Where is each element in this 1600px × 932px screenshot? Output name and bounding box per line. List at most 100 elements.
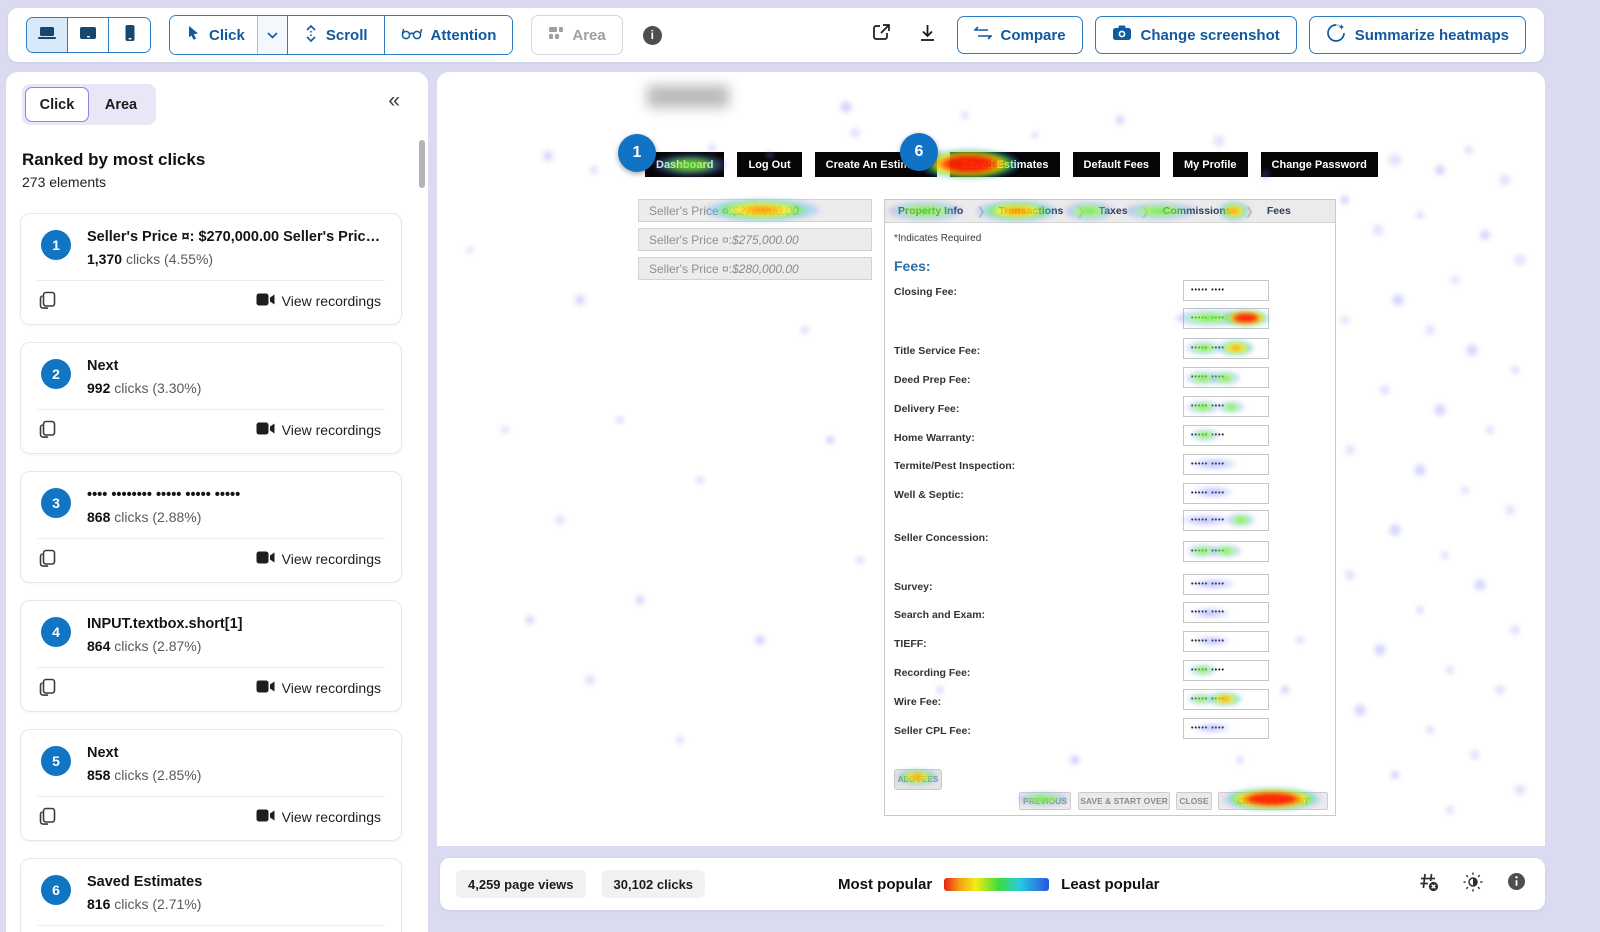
info-icon[interactable]: i — [642, 25, 662, 45]
element-title: Saved Estimates — [87, 874, 203, 890]
fee-input[interactable]: ••••• •••• — [1183, 308, 1269, 329]
fee-input[interactable]: ••••• •••• — [1183, 574, 1269, 595]
fee-input[interactable]: ••••• •••• — [1183, 338, 1269, 359]
copy-icon[interactable] — [39, 291, 56, 315]
view-recordings-link[interactable]: View recordings — [256, 422, 381, 438]
ranked-element-card[interactable]: 2 Next 992 clicks (3.30%) View recordings — [20, 342, 402, 454]
share-button[interactable] — [865, 18, 899, 52]
view-recordings-link[interactable]: View recordings — [256, 293, 381, 309]
fee-input[interactable]: ••••• •••• — [1183, 718, 1269, 739]
ranked-elements-sidebar: Click Area « Ranked by most clicks 273 e… — [6, 72, 428, 932]
copy-icon[interactable] — [39, 549, 56, 573]
fee-input[interactable]: ••••• •••• — [1183, 396, 1269, 417]
element-title: INPUT.textbox.short[1] — [87, 616, 243, 632]
tablet-device-button[interactable] — [68, 18, 109, 52]
form-button-create-report[interactable]: CREATE REPORT — [1218, 792, 1328, 810]
fee-input[interactable]: ••••• •••• — [1183, 660, 1269, 681]
form-tab-transactions[interactable]: Transactions — [998, 205, 1064, 217]
site-nav-saved-estimates[interactable]: Saved Estimates — [950, 152, 1060, 177]
fee-input[interactable]: ••••• •••• — [1183, 367, 1269, 388]
opacity-sun-icon[interactable] — [1462, 871, 1484, 898]
attention-heatmap-button[interactable]: Attention — [384, 16, 513, 54]
tab-chevron-separator: ❯ — [1140, 205, 1150, 218]
rank-badge: 3 — [41, 488, 71, 518]
device-filter-group — [26, 17, 151, 53]
sidebar-tab-area[interactable]: Area — [104, 96, 138, 113]
clicks-chip: 30,102 clicks — [601, 870, 706, 898]
form-tab-property-info[interactable]: Property Info — [898, 205, 964, 217]
site-nav-my-profile[interactable]: My Profile — [1172, 152, 1248, 177]
ranked-element-card[interactable]: 3 •••• •••••••• ••••• ••••• ••••• 868 clic… — [20, 471, 402, 583]
form-button-close[interactable]: CLOSE — [1176, 792, 1212, 810]
rank-marker-1[interactable]: 1 — [618, 134, 656, 172]
mobile-icon — [124, 24, 136, 47]
sidebar-tab-click[interactable]: Click — [25, 87, 89, 122]
video-camera-icon — [256, 293, 275, 309]
desktop-device-button[interactable] — [27, 18, 68, 52]
copy-icon[interactable] — [39, 807, 56, 831]
view-recordings-link[interactable]: View recordings — [256, 551, 381, 567]
ranked-element-card[interactable]: 5 Next 858 clicks (2.85%) View recordings — [20, 729, 402, 841]
scroll-heatmap-button[interactable]: Scroll — [287, 16, 385, 54]
fee-input[interactable]: ••••• •••• — [1183, 631, 1269, 652]
view-recordings-link[interactable]: View recordings — [256, 680, 381, 696]
form-button-save-start-over[interactable]: SAVE & START OVER — [1078, 792, 1170, 810]
view-recordings-link[interactable]: View recordings — [256, 809, 381, 825]
fee-input[interactable]: ••••• •••• — [1183, 541, 1269, 562]
site-nav-log-out[interactable]: Log Out — [737, 152, 802, 177]
fee-input[interactable]: ••••• •••• — [1183, 280, 1269, 301]
click-dropdown-caret[interactable] — [256, 16, 287, 54]
fee-input[interactable]: ••••• •••• — [1183, 454, 1269, 475]
site-nav-default-fees[interactable]: Default Fees — [1072, 152, 1160, 177]
mobile-device-button[interactable] — [109, 18, 150, 52]
site-nav-dashboard[interactable]: Dashboard — [645, 152, 725, 177]
card-divider — [37, 409, 385, 410]
heatmap-gradient-bar — [944, 877, 1050, 891]
click-heatmap-button[interactable]: Click — [170, 16, 288, 54]
rank-badge: 1 — [41, 230, 71, 260]
area-grid-icon — [548, 26, 564, 44]
tab-chevron-separator: ❯ — [1244, 205, 1254, 218]
area-heatmap-button[interactable]: Area — [531, 15, 623, 55]
fee-input[interactable]: ••••• •••• — [1183, 483, 1269, 504]
form-tab-fees[interactable]: Fees — [1266, 205, 1291, 217]
info-circle-icon[interactable] — [1506, 871, 1527, 897]
form-tab-taxes[interactable]: Taxes — [1098, 205, 1128, 217]
fee-input[interactable]: ••••• •••• — [1183, 425, 1269, 446]
ranked-element-card[interactable]: 1 Seller's Price ¤: $270,000.00 Seller's … — [20, 213, 402, 325]
sellers-price-row[interactable]: Seller's Price ¤: $270,000.00 — [638, 199, 872, 222]
download-button[interactable] — [911, 18, 945, 52]
fee-input[interactable]: ••••• •••• — [1183, 689, 1269, 710]
field-label: Deed Prep Fee: — [894, 374, 971, 386]
element-clicks: 992 clicks (3.30%) — [87, 380, 202, 396]
add-fees-button[interactable]: ADD FEES — [894, 769, 942, 790]
form-button-previous[interactable]: PREVIOUS — [1019, 792, 1071, 810]
copilot-sparkle-icon — [1326, 23, 1346, 47]
sellers-price-row[interactable]: Seller's Price ¤: $280,000.00 — [638, 257, 872, 280]
top-toolbar: Click Scroll Attention Area i Compare Ch… — [8, 8, 1544, 62]
fee-input[interactable]: ••••• •••• — [1183, 602, 1269, 623]
download-icon — [918, 23, 937, 48]
rank-badge: 5 — [41, 746, 71, 776]
rank-marker-6[interactable]: 6 — [900, 133, 938, 171]
site-nav-change-password[interactable]: Change Password — [1260, 152, 1378, 177]
estimate-form-panel: Property Info ❯ Transactions ❯ Taxes ❯ Commiss… — [884, 199, 1336, 816]
collapse-sidebar-icon[interactable]: « — [388, 89, 400, 112]
ranked-element-card[interactable]: 4 INPUT.textbox.short[1] 864 clicks (2.87%… — [20, 600, 402, 712]
compare-button[interactable]: Compare — [956, 16, 1083, 54]
form-tab-commissions[interactable]: Commissions — [1162, 205, 1232, 217]
sellers-price-row[interactable]: Seller's Price ¤: $275,000.00 — [638, 228, 872, 251]
toggle-markers-icon[interactable] — [1418, 871, 1440, 898]
sidebar-scrollbar[interactable] — [419, 140, 425, 188]
field-label: Seller CPL Fee: — [894, 725, 971, 737]
card-divider — [37, 538, 385, 539]
video-camera-icon — [256, 551, 275, 567]
copy-icon[interactable] — [39, 678, 56, 702]
change-screenshot-button[interactable]: Change screenshot — [1094, 16, 1297, 54]
copy-icon[interactable] — [39, 420, 56, 444]
rank-badge: 4 — [41, 617, 71, 647]
summarize-heatmaps-button[interactable]: Summarize heatmaps — [1308, 16, 1526, 54]
heatmap-type-group: Click Scroll Attention — [169, 15, 514, 55]
fee-input[interactable]: ••••• •••• — [1183, 510, 1269, 531]
